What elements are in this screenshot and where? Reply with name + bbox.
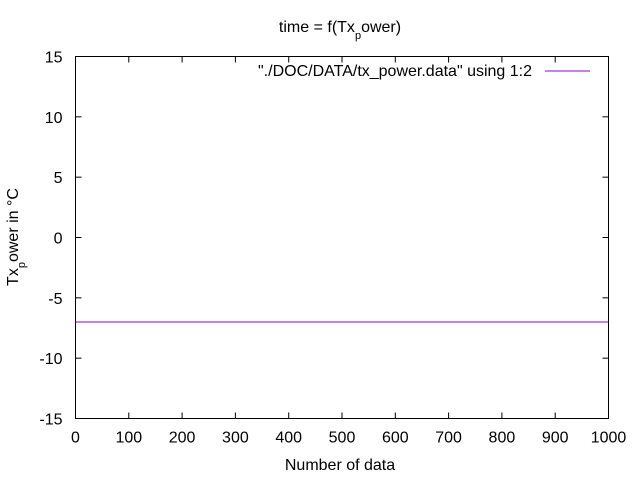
tick-marks (75, 56, 609, 419)
y-tick-label: -5 (48, 291, 62, 308)
x-tick-label: 400 (275, 430, 302, 447)
x-axis-label: Number of data (285, 457, 395, 474)
x-tick-label: 1000 (591, 430, 627, 447)
plot-frame (75, 56, 609, 419)
y-tick-label: -15 (39, 412, 62, 429)
y-tick-label: -10 (39, 351, 62, 368)
x-tick-label: 900 (542, 430, 569, 447)
x-tick-label: 600 (382, 430, 409, 447)
x-tick-label: 300 (222, 430, 249, 447)
x-tick-label: 0 (71, 430, 80, 447)
legend-label: "./DOC/DATA/tx_power.data" using 1:2 (258, 63, 532, 80)
x-tick-label: 800 (489, 430, 516, 447)
tick-labels: 0 100 200 300 400 500 600 700 800 900 1000-15-10-5… (39, 50, 626, 447)
y-tick-label: 15 (45, 50, 63, 67)
x-tick-label: 500 (329, 430, 356, 447)
y-tick-label: 10 (45, 110, 63, 127)
x-tick-label: 100 (115, 430, 142, 447)
x-tick-label: 200 (169, 430, 196, 447)
y-tick-label: 0 (54, 231, 63, 248)
chart-title: time = f(Txpower) (279, 19, 401, 42)
y-axis-label: Txpower in °C (5, 188, 28, 286)
legend: "./DOC/DATA/tx_power.data" using 1:2 (258, 63, 590, 80)
y-tick-label: 5 (54, 170, 63, 187)
x-tick-label: 700 (435, 430, 462, 447)
